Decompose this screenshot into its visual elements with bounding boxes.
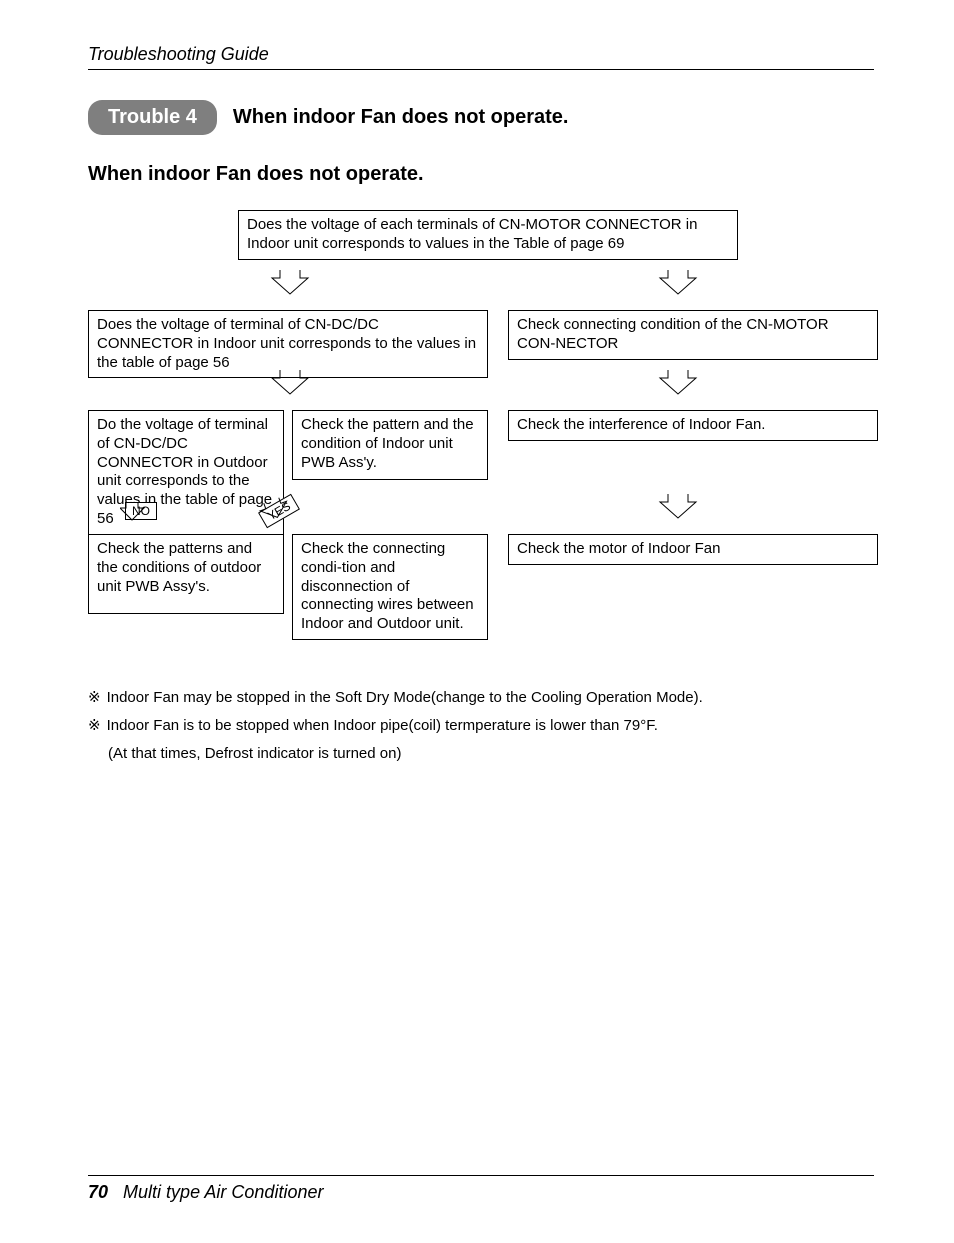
flow-box-right4: Check the motor of Indoor Fan — [508, 534, 878, 565]
note-subtext: (At that times, Defrost indicator is tur… — [88, 742, 874, 766]
flow-box-left3b: Check the pattern and the condition of I… — [292, 410, 488, 480]
note-text: Indoor Fan may be stopped in the Soft Dr… — [107, 686, 703, 710]
arrow-icon — [658, 366, 698, 398]
flow-text: Check the pattern and the condition of I… — [301, 416, 474, 471]
flow-text: Does the voltage of terminal of CN-DC/DC… — [97, 316, 476, 371]
arrow-icon — [270, 266, 310, 298]
flow-box-right3: Check the interference of Indoor Fan. — [508, 410, 878, 441]
flow-text: Does the voltage of each terminals of CN… — [247, 216, 697, 252]
note-line: ※ Indoor Fan is to be stopped when Indoo… — [88, 714, 874, 738]
page-header: Troubleshooting Guide — [88, 44, 874, 70]
trouble-heading: When indoor Fan does not operate. — [233, 106, 569, 129]
header-title: Troubleshooting Guide — [88, 44, 269, 64]
note-mark: ※ — [88, 686, 101, 710]
note-text: Indoor Fan is to be stopped when Indoor … — [107, 714, 658, 738]
flowchart: Does the voltage of each terminals of CN… — [88, 210, 874, 650]
arrow-icon — [120, 494, 180, 522]
flow-text: Check the connecting condi-tion and disc… — [301, 540, 474, 632]
flow-box-left4b: Check the connecting condi-tion and disc… — [292, 534, 488, 640]
trouble-row: Trouble 4 When indoor Fan does not opera… — [88, 100, 874, 135]
flow-box-left3a: Do the voltage of terminal of CN-DC/DC C… — [88, 410, 284, 535]
arrow-icon — [258, 494, 306, 522]
page-footer: 70 Multi type Air Conditioner — [88, 1175, 874, 1203]
arrow-icon — [270, 366, 310, 398]
note-mark: ※ — [88, 714, 101, 738]
page-number: 70 — [88, 1182, 108, 1202]
flow-text: Check connecting condition of the CN-MOT… — [517, 316, 829, 352]
flow-text: Check the patterns and the conditions of… — [97, 540, 261, 595]
trouble-badge: Trouble 4 — [88, 100, 217, 135]
note-line: ※ Indoor Fan may be stopped in the Soft … — [88, 686, 874, 710]
flow-box-top: Does the voltage of each terminals of CN… — [238, 210, 738, 260]
footer-text: Multi type Air Conditioner — [123, 1182, 323, 1202]
flow-box-right2: Check connecting condition of the CN-MOT… — [508, 310, 878, 360]
flow-box-left4a: Check the patterns and the conditions of… — [88, 534, 284, 614]
arrow-icon — [658, 266, 698, 298]
flow-text: Check the motor of Indoor Fan — [517, 540, 720, 557]
arrow-icon — [658, 490, 698, 522]
flow-text: Check the interference of Indoor Fan. — [517, 416, 765, 433]
sub-heading: When indoor Fan does not operate. — [88, 163, 874, 186]
notes-block: ※ Indoor Fan may be stopped in the Soft … — [88, 686, 874, 766]
